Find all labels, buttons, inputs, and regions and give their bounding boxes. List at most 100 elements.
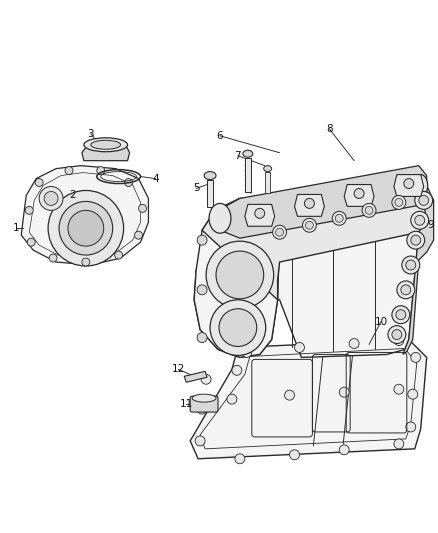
- Text: 2: 2: [70, 190, 76, 200]
- Circle shape: [404, 179, 414, 189]
- Text: 11: 11: [180, 399, 193, 409]
- Circle shape: [411, 352, 421, 362]
- Circle shape: [35, 179, 43, 187]
- Circle shape: [68, 211, 104, 246]
- Circle shape: [411, 212, 429, 229]
- Circle shape: [197, 404, 207, 414]
- Circle shape: [411, 235, 421, 245]
- Circle shape: [332, 212, 346, 225]
- Ellipse shape: [264, 166, 272, 172]
- Polygon shape: [190, 340, 427, 459]
- Circle shape: [415, 215, 425, 225]
- Circle shape: [216, 251, 264, 299]
- Circle shape: [365, 206, 373, 214]
- Text: 4: 4: [152, 174, 159, 183]
- Circle shape: [195, 436, 205, 446]
- Circle shape: [255, 208, 265, 219]
- Circle shape: [419, 196, 429, 205]
- Circle shape: [408, 389, 418, 399]
- Ellipse shape: [91, 140, 120, 149]
- Text: 7: 7: [235, 151, 241, 161]
- Circle shape: [415, 191, 433, 209]
- Polygon shape: [82, 139, 130, 160]
- Circle shape: [197, 235, 207, 245]
- Circle shape: [285, 390, 294, 400]
- Circle shape: [25, 206, 33, 214]
- Circle shape: [65, 167, 73, 175]
- Polygon shape: [245, 204, 275, 226]
- Circle shape: [294, 343, 304, 352]
- Circle shape: [394, 439, 404, 449]
- Text: 10: 10: [374, 317, 388, 327]
- Text: 5: 5: [193, 183, 199, 193]
- Circle shape: [392, 196, 406, 209]
- Ellipse shape: [204, 172, 216, 180]
- Circle shape: [134, 231, 142, 239]
- Text: 3: 3: [88, 129, 94, 139]
- Circle shape: [201, 374, 211, 384]
- Polygon shape: [403, 175, 434, 354]
- Circle shape: [394, 336, 404, 345]
- Ellipse shape: [209, 204, 231, 233]
- Circle shape: [290, 450, 300, 460]
- Circle shape: [339, 387, 349, 397]
- Polygon shape: [294, 195, 324, 216]
- Circle shape: [339, 445, 349, 455]
- Text: 1: 1: [13, 223, 20, 233]
- Circle shape: [242, 348, 252, 358]
- Circle shape: [138, 204, 146, 212]
- Circle shape: [197, 333, 207, 343]
- FancyBboxPatch shape: [190, 396, 218, 412]
- Circle shape: [392, 306, 410, 324]
- Circle shape: [49, 254, 57, 262]
- Circle shape: [406, 422, 416, 432]
- Ellipse shape: [84, 138, 127, 152]
- Circle shape: [210, 300, 266, 356]
- Ellipse shape: [192, 394, 216, 402]
- Circle shape: [59, 201, 113, 255]
- Polygon shape: [21, 166, 148, 265]
- Bar: [207, 180, 213, 207]
- Circle shape: [276, 228, 283, 236]
- Polygon shape: [344, 184, 374, 206]
- Circle shape: [397, 281, 415, 299]
- Text: 12: 12: [172, 365, 185, 374]
- Circle shape: [396, 310, 406, 320]
- Circle shape: [115, 251, 123, 259]
- Circle shape: [232, 365, 242, 375]
- Circle shape: [206, 241, 274, 309]
- Circle shape: [407, 231, 425, 249]
- Text: 8: 8: [326, 124, 332, 134]
- Circle shape: [27, 238, 35, 246]
- Circle shape: [406, 260, 416, 270]
- Circle shape: [349, 338, 359, 349]
- Circle shape: [388, 326, 406, 343]
- Circle shape: [39, 187, 63, 211]
- Polygon shape: [394, 175, 424, 197]
- Circle shape: [235, 454, 245, 464]
- Circle shape: [124, 179, 133, 187]
- Circle shape: [303, 219, 316, 232]
- Circle shape: [362, 204, 376, 217]
- Circle shape: [392, 329, 402, 340]
- Circle shape: [227, 394, 237, 404]
- Circle shape: [197, 285, 207, 295]
- Circle shape: [82, 258, 90, 266]
- Circle shape: [304, 198, 314, 208]
- Circle shape: [219, 309, 257, 346]
- Circle shape: [44, 191, 58, 205]
- Ellipse shape: [414, 175, 427, 197]
- Text: 9: 9: [427, 220, 434, 230]
- Circle shape: [401, 285, 411, 295]
- Bar: [265, 172, 270, 193]
- Circle shape: [97, 167, 105, 175]
- Polygon shape: [194, 198, 279, 358]
- Text: 6: 6: [217, 131, 223, 141]
- Ellipse shape: [243, 150, 253, 157]
- Circle shape: [273, 225, 286, 239]
- Circle shape: [335, 214, 343, 222]
- Bar: [245, 158, 251, 192]
- Polygon shape: [184, 372, 207, 382]
- Polygon shape: [215, 166, 427, 238]
- Circle shape: [354, 189, 364, 198]
